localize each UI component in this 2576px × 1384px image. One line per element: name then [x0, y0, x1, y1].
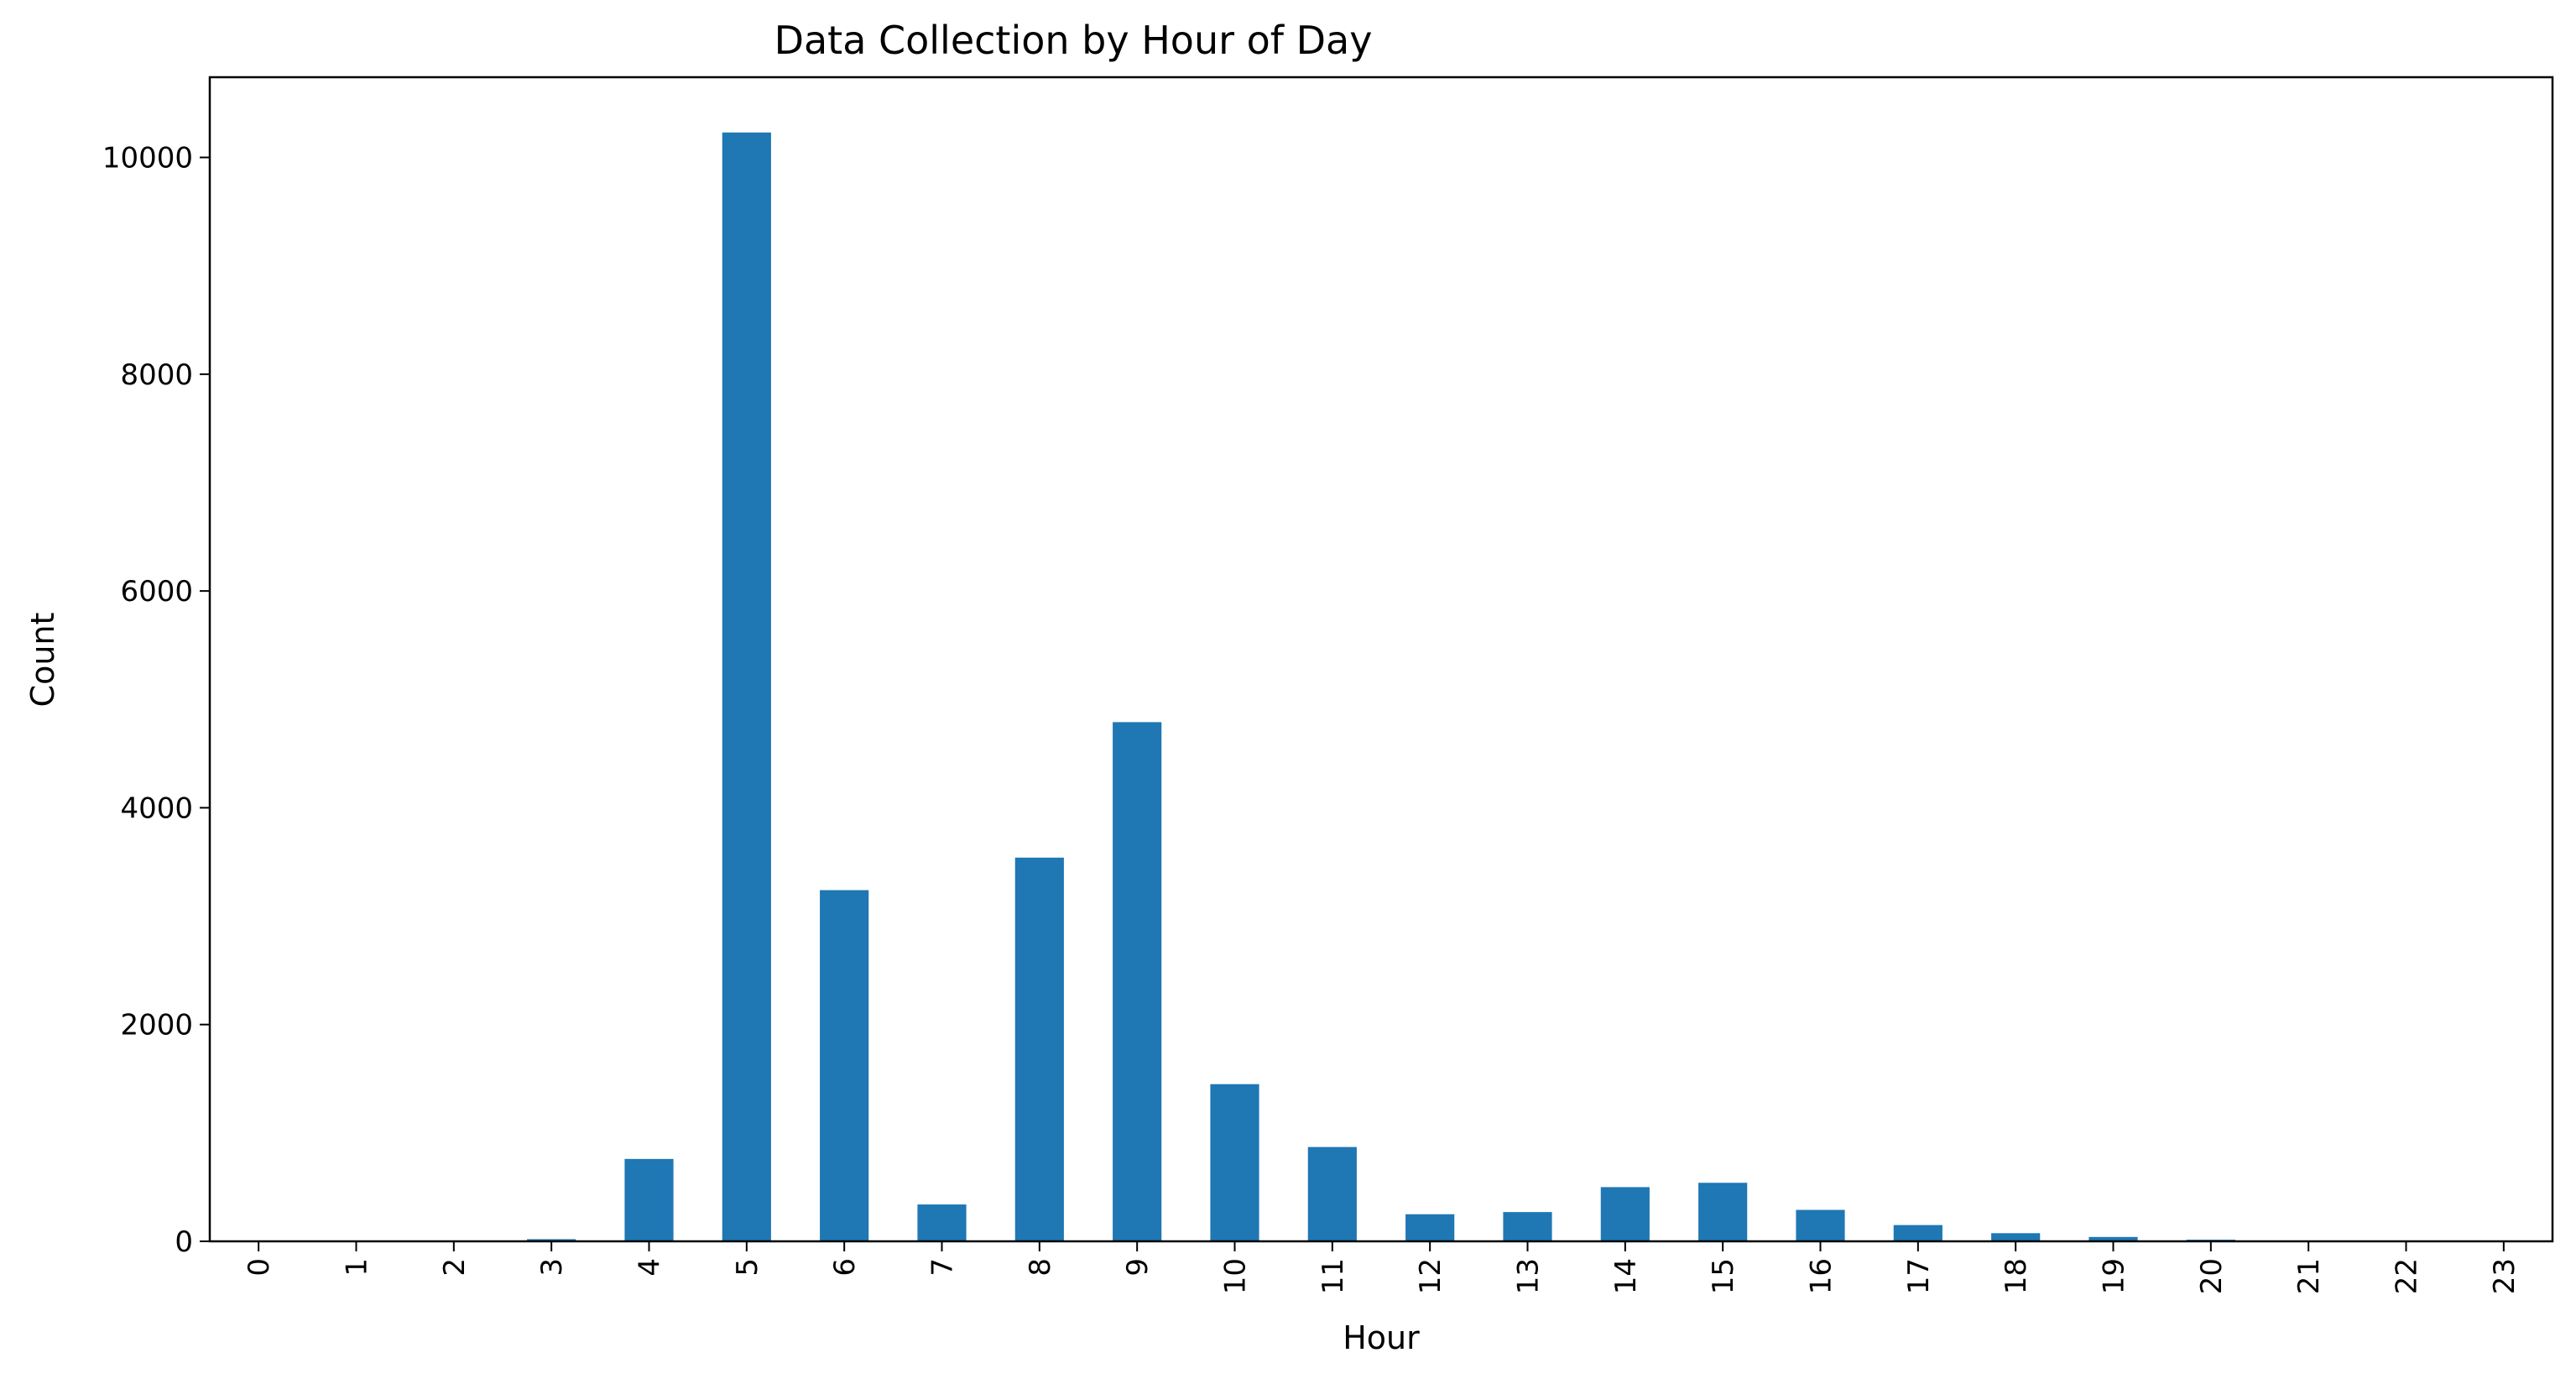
bar-15 [1698, 1183, 1748, 1241]
bar-18 [1991, 1233, 2041, 1241]
x-tick-label-21: 21 [2292, 1258, 2326, 1294]
x-tick-label-14: 14 [1609, 1258, 1643, 1294]
bar-11 [1307, 1146, 1357, 1241]
x-tick-label-15: 15 [1707, 1258, 1740, 1294]
x-tick-label-0: 0 [242, 1258, 276, 1277]
x-tick-label-12: 12 [1414, 1258, 1447, 1294]
y-tick-label-2000: 2000 [120, 1009, 193, 1042]
bar-8 [1014, 857, 1064, 1241]
x-tick-label-4: 4 [634, 1258, 667, 1277]
x-tick-label-18: 18 [2000, 1258, 2033, 1294]
bar-6 [820, 890, 869, 1241]
bar-14 [1600, 1187, 1650, 1241]
chart-title: Data Collection by Hour of Day [774, 18, 1373, 63]
x-tick-label-19: 19 [2098, 1258, 2131, 1294]
x-tick-label-2: 2 [438, 1258, 472, 1277]
bar-19 [2088, 1236, 2138, 1241]
x-tick-label-10: 10 [1219, 1258, 1253, 1294]
bar-7 [917, 1204, 967, 1241]
x-tick-label-20: 20 [2195, 1258, 2229, 1294]
y-tick-label-0: 0 [175, 1225, 193, 1259]
x-tick-label-11: 11 [1317, 1258, 1350, 1294]
x-tick-label-13: 13 [1512, 1258, 1546, 1294]
plot-frame [208, 76, 2554, 1243]
bar-3 [527, 1239, 576, 1241]
y-tick-label-10000: 10000 [102, 142, 193, 175]
bar-9 [1113, 722, 1162, 1241]
x-tick-label-6: 6 [828, 1258, 862, 1277]
x-tick-label-7: 7 [926, 1258, 960, 1277]
y-tick-label-6000: 6000 [120, 575, 193, 608]
y-tick-label-4000: 4000 [120, 791, 193, 825]
x-axis: 0 1 2 3 4 5 6 7 8 9 10 11 12 13 14 15 16 17 18 19 20 21 22 23 [242, 1241, 2521, 1294]
x-tick-label-22: 22 [2391, 1258, 2424, 1294]
bar-10 [1210, 1084, 1259, 1241]
y-tick-label-8000: 8000 [120, 358, 193, 392]
x-axis-label: Hour [1343, 1319, 1420, 1356]
x-tick-label-17: 17 [1902, 1258, 1936, 1294]
x-tick-label-3: 3 [535, 1258, 569, 1277]
bar-16 [1796, 1209, 1845, 1241]
x-tick-label-1: 1 [341, 1258, 374, 1277]
x-tick-label-5: 5 [731, 1258, 764, 1277]
bar-4 [624, 1158, 674, 1241]
x-tick-label-16: 16 [1805, 1258, 1838, 1294]
x-tick-label-9: 9 [1121, 1258, 1155, 1277]
x-tick-label-8: 8 [1024, 1258, 1057, 1277]
y-axis-label: Count [24, 613, 61, 708]
bar-12 [1405, 1214, 1455, 1241]
bar-13 [1503, 1212, 1552, 1241]
bars [234, 132, 2528, 1241]
x-tick-label-23: 23 [2488, 1258, 2521, 1294]
bar-17 [1893, 1225, 1942, 1241]
y-axis: 0 2000 4000 6000 8000 10000 [102, 142, 210, 1259]
bar-5 [722, 132, 771, 1241]
